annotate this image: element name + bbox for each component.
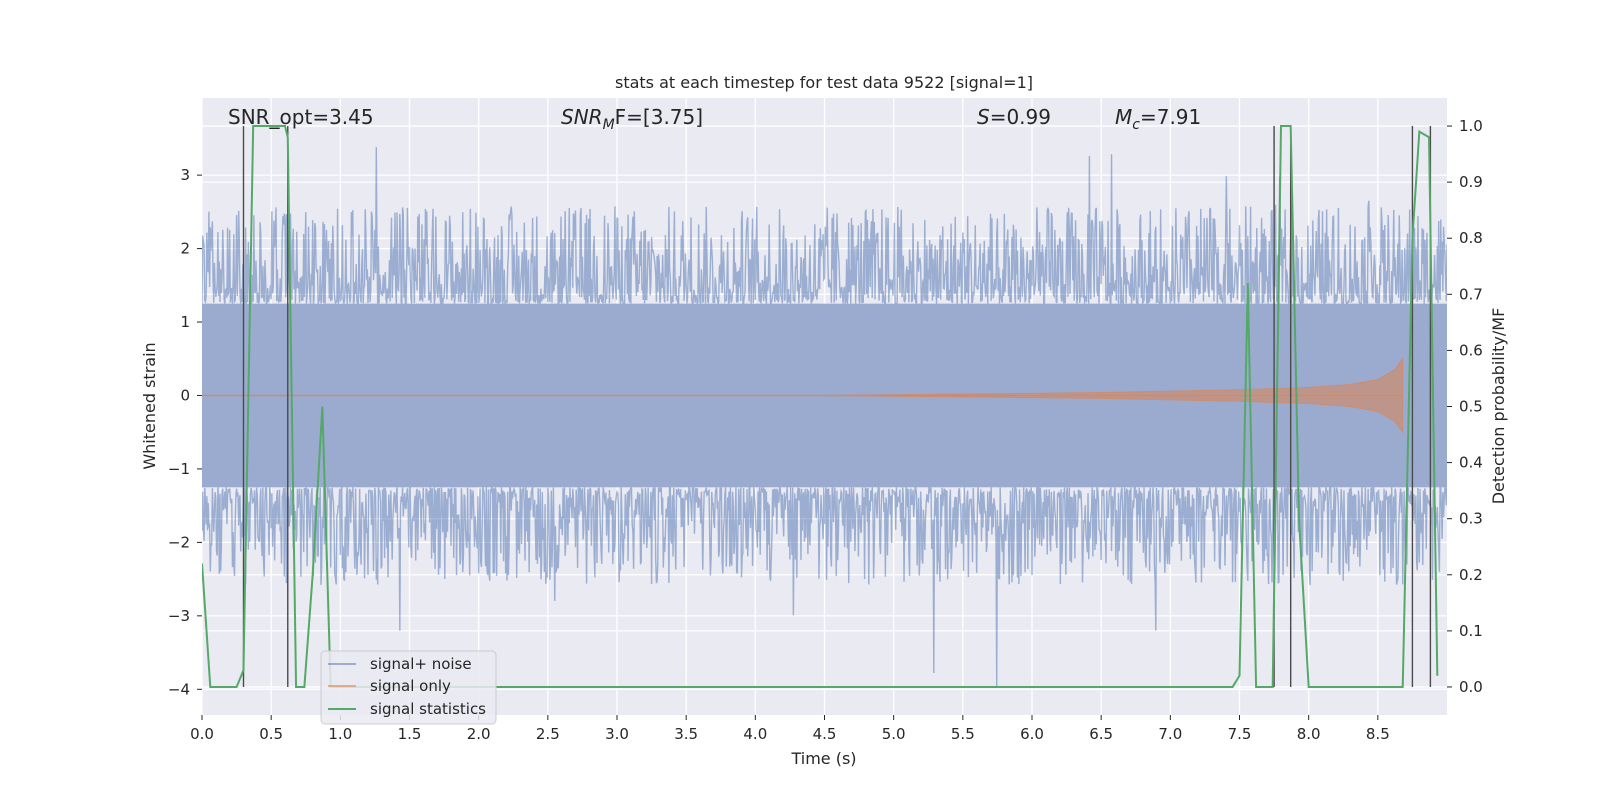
y-tick-label: 3 [180,166,190,184]
y-tick-label: −3 [168,607,190,625]
y2-axis-label: Detection probability/MF [1489,308,1508,505]
legend-box [320,650,497,725]
signal-statistics-line [202,125,1439,688]
x-tick-label: 4.5 [813,725,837,743]
x-tick-label: 4.0 [743,725,767,743]
signal-statistics-series [202,125,1439,688]
x-tick-label: 5.5 [951,725,975,743]
axis-ticks: 0.0 0.5 1.0 1.5 2.0 2.5 3.0 3.5 4.0 4.5 5.0 5.5 6.0 6… [168,117,1483,743]
y2-tick-label: 0.0 [1459,678,1483,696]
legend-label-noise: signal+ noise [370,655,472,673]
x-tick-label: 3.5 [674,725,698,743]
y-tick-label: 0 [180,386,190,404]
noise-trace-upper [202,147,1447,307]
chart-title: stats at each timestep for test data 952… [615,73,1033,92]
y2-tick-label: 0.9 [1459,173,1483,191]
x-tick-label: 6.5 [1089,725,1113,743]
y-tick-label: −1 [168,460,190,478]
noise-trace-lower [202,484,1447,688]
y-axis-label: Whitened strain [140,342,159,469]
x-tick-label: 1.0 [328,725,352,743]
x-tick-label: 1.5 [398,725,422,743]
x-tick-label: 2.0 [467,725,491,743]
x-tick-label: 2.5 [536,725,560,743]
y2-tick-label: 0.7 [1459,285,1483,303]
y2-tick-label: 0.6 [1459,341,1483,359]
y2-tick-label: 0.2 [1459,566,1483,584]
annotation-mc: Mc=7.91 [1115,105,1201,133]
y2-tick-label: 0.8 [1459,229,1483,247]
y2-tick-label: 0.5 [1459,398,1483,416]
y-tick-label: 2 [180,240,190,258]
x-tick-label: 0.5 [259,725,283,743]
annotation-snr-opt: SNR_opt=3.45 [228,105,374,129]
y2-tick-label: 0.4 [1459,454,1483,472]
annotation-snr-mf: SNRMF=[3.75] [561,105,703,133]
y2-tick-label: 0.1 [1459,622,1483,640]
y-tick-label: −2 [168,533,190,551]
x-axis-label: Time (s) [790,749,856,768]
y2-tick-label: 1.0 [1459,117,1483,135]
x-tick-label: 7.0 [1158,725,1182,743]
x-tick-label: 7.5 [1228,725,1252,743]
x-tick-label: 3.0 [605,725,629,743]
x-tick-label: 8.0 [1297,725,1321,743]
legend-label-signal: signal only [370,677,451,695]
y-tick-label: −4 [168,680,190,698]
annotation-s: S=0.99 [977,105,1051,129]
x-tick-label: 0.0 [190,725,214,743]
x-tick-label: 5.0 [882,725,906,743]
y-tick-label: 1 [180,313,190,331]
y2-tick-label: 0.3 [1459,510,1483,528]
x-tick-label: 6.0 [1020,725,1044,743]
signal-only-series [202,357,1404,434]
x-tick-label: 8.5 [1366,725,1390,743]
legend: signal+ noise signal only signal statist… [320,650,497,725]
legend-label-statistics: signal statistics [370,700,486,718]
